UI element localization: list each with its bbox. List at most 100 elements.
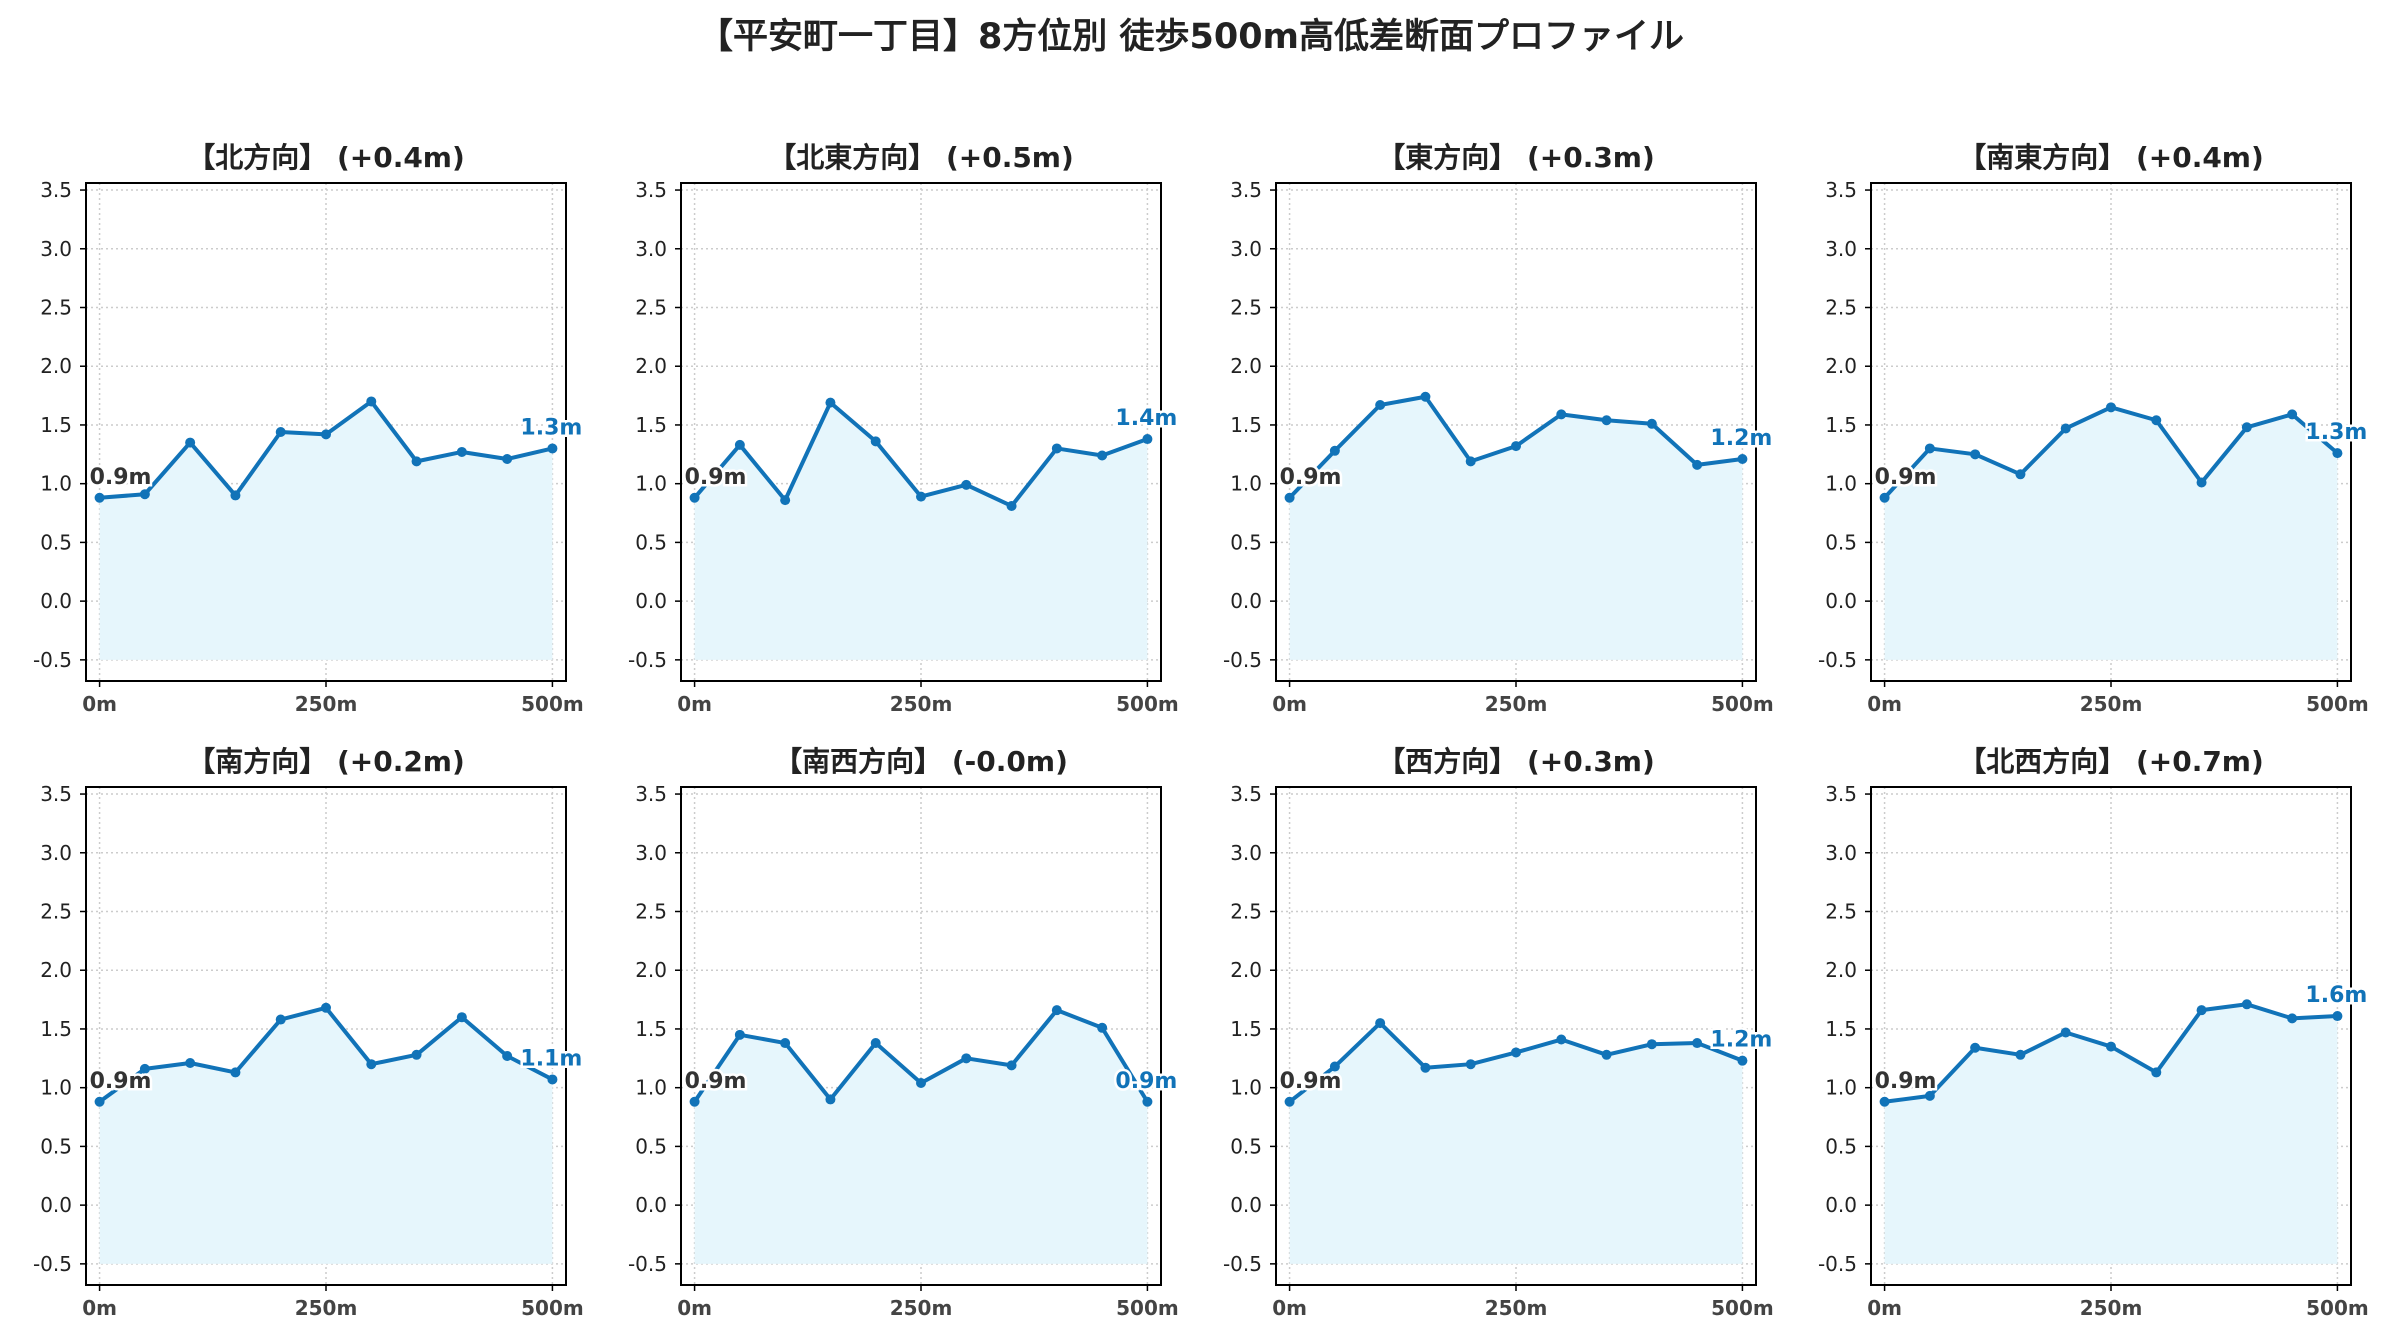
data-point [2241, 999, 2252, 1010]
data-point [1511, 441, 1521, 452]
data-point [1511, 1047, 1521, 1058]
data-point [94, 492, 105, 503]
data-point [1465, 456, 1476, 467]
subplot-title: 【南方向】 (+0.2m) [187, 745, 465, 778]
data-point [1329, 445, 1340, 456]
y-tick-label: -0.5 [1223, 1252, 1262, 1276]
end-label: 1.1m [520, 1046, 582, 1071]
y-tick-label: 1.5 [635, 413, 667, 437]
x-tick-label: 0m [1867, 692, 1902, 716]
x-tick-label: 250m [295, 1296, 358, 1320]
data-point [230, 1067, 241, 1078]
data-point [411, 456, 422, 467]
y-tick-label: 2.0 [1230, 354, 1262, 378]
data-point [502, 454, 513, 465]
x-tick-label: 0m [677, 1296, 712, 1320]
y-tick-label: 0.0 [635, 1193, 667, 1217]
x-tick-label: 250m [2080, 1296, 2143, 1320]
data-point [1924, 443, 1935, 454]
data-point [1465, 1059, 1476, 1070]
data-point [1601, 1049, 1612, 1060]
end-label: 1.6m [2305, 983, 2367, 1008]
y-tick-label: 2.5 [1230, 296, 1262, 320]
data-point [2015, 469, 2026, 480]
y-tick-label: 0.0 [40, 1193, 72, 1217]
y-tick-label: 3.0 [1825, 237, 1857, 261]
data-point [734, 439, 745, 450]
y-tick-label: 0.0 [1230, 589, 1262, 613]
data-point [411, 1049, 422, 1060]
data-point [2241, 422, 2252, 433]
x-tick-label: 500m [1711, 692, 1774, 716]
subplot-title: 【東方向】 (+0.3m) [1377, 141, 1655, 174]
data-point [1051, 1005, 1062, 1016]
data-point [825, 1094, 836, 1105]
data-point [780, 495, 791, 506]
subplot-5: -0.5 0.0 0.5 1.0 1.5 2.0 2.5 3.0 3.5 0m 250m 500m 0.… [33, 745, 585, 1320]
x-tick-label: 0m [677, 692, 712, 716]
area-fill [1884, 407, 2338, 660]
end-label: 0.9m [1115, 1069, 1177, 1094]
data-point [1601, 415, 1612, 426]
data-point [1284, 492, 1295, 503]
y-tick-label: 2.0 [1230, 958, 1262, 982]
area-fill [1884, 1004, 2338, 1264]
y-tick-label: 2.0 [1825, 958, 1857, 982]
area-fill [99, 401, 553, 660]
x-tick-label: 250m [2080, 692, 2143, 716]
data-point [456, 446, 467, 457]
y-tick-label: 1.0 [635, 472, 667, 496]
data-point [1097, 1022, 1108, 1033]
data-point [1879, 1096, 1890, 1107]
start-label: 0.9m [90, 465, 152, 490]
x-tick-label: 500m [521, 1296, 584, 1320]
data-point [1375, 399, 1386, 410]
y-tick-label: 2.5 [40, 296, 72, 320]
x-tick-label: 250m [1485, 692, 1548, 716]
x-tick-label: 500m [521, 692, 584, 716]
y-tick-label: 1.5 [1825, 1017, 1857, 1041]
start-label: 0.9m [90, 1069, 152, 1094]
y-tick-label: 2.0 [40, 354, 72, 378]
x-tick-label: 250m [295, 692, 358, 716]
start-label: 0.9m [1280, 465, 1342, 490]
data-point [502, 1050, 513, 1061]
y-tick-label: 0.5 [1230, 1134, 1262, 1158]
y-tick-label: 1.5 [40, 1017, 72, 1041]
data-point [1142, 1096, 1153, 1107]
data-point [1556, 1034, 1567, 1045]
y-tick-label: 2.5 [635, 900, 667, 924]
x-tick-label: 0m [1272, 692, 1307, 716]
y-tick-label: 2.0 [1825, 354, 1857, 378]
y-tick-label: 3.5 [635, 782, 667, 806]
x-tick-label: 0m [82, 692, 117, 716]
y-tick-label: 3.5 [635, 178, 667, 202]
data-point [1692, 1038, 1703, 1049]
y-tick-label: 0.5 [1230, 530, 1262, 554]
subplot-1: -0.5 0.0 0.5 1.0 1.5 2.0 2.5 3.0 3.5 0m 250m 500m 0.… [33, 141, 585, 716]
y-tick-label: -0.5 [628, 1252, 667, 1276]
data-point [1284, 1096, 1295, 1107]
data-point [734, 1029, 745, 1040]
y-tick-label: 1.0 [40, 472, 72, 496]
area-fill [1289, 396, 1743, 660]
end-label: 1.3m [2305, 420, 2367, 445]
data-point [1970, 449, 1981, 460]
x-tick-label: 500m [2306, 692, 2369, 716]
y-tick-label: 0.5 [40, 1134, 72, 1158]
data-point [321, 429, 331, 440]
data-point [870, 1038, 881, 1049]
data-point [1097, 450, 1108, 461]
y-tick-label: 0.0 [1825, 1193, 1857, 1217]
y-tick-label: 1.0 [40, 1076, 72, 1100]
y-tick-label: 2.0 [635, 354, 667, 378]
data-point [916, 1077, 926, 1088]
y-tick-label: 3.5 [1825, 178, 1857, 202]
x-tick-label: 500m [1116, 692, 1179, 716]
subplot-2: -0.5 0.0 0.5 1.0 1.5 2.0 2.5 3.0 3.5 0m 250m 500m 0.… [628, 141, 1180, 716]
data-point [2332, 1011, 2343, 1022]
y-tick-label: 3.5 [1825, 782, 1857, 806]
data-point [366, 396, 377, 407]
